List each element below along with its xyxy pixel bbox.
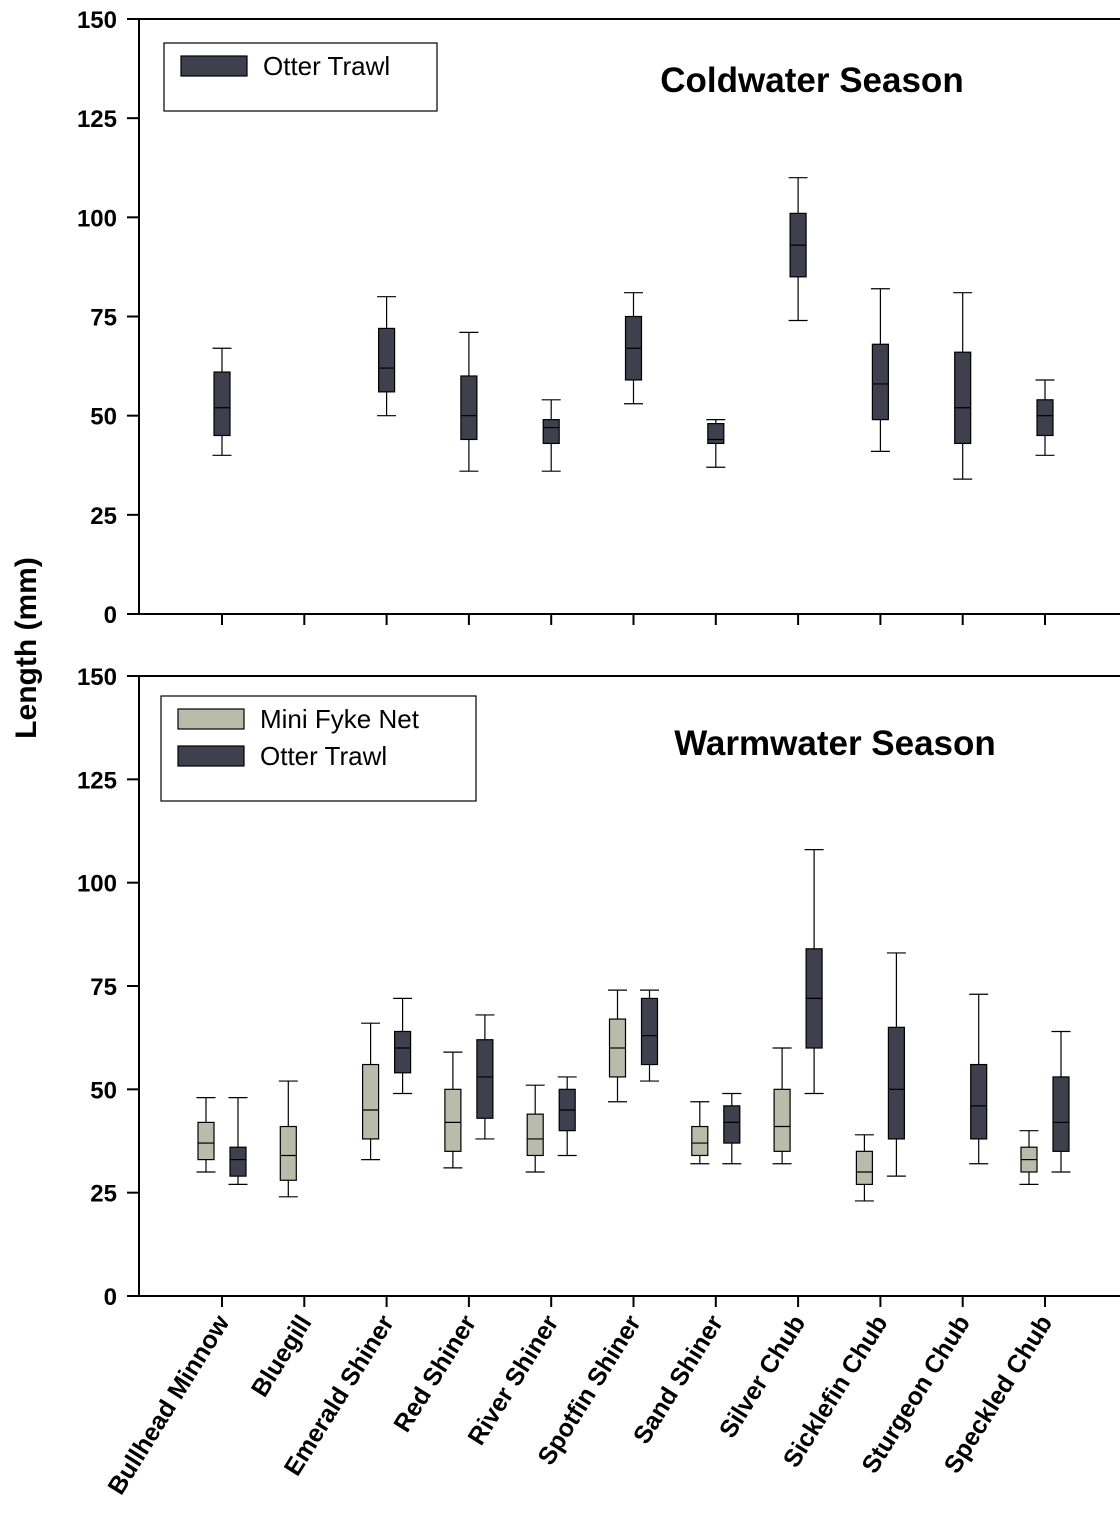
iqr-box	[476, 1039, 494, 1119]
legend-label: Otter Trawl	[260, 741, 387, 771]
iqr-box	[970, 1063, 988, 1140]
iqr-box	[773, 1088, 791, 1152]
box-otter-trawl	[393, 997, 413, 1095]
box-otter-trawl	[459, 331, 479, 472]
iqr-box	[542, 419, 560, 445]
box-otter-trawl	[722, 1092, 742, 1165]
box-mini-fyke-net	[361, 1022, 381, 1161]
iqr-box	[723, 1105, 741, 1144]
box-otter-trawl	[1051, 1030, 1071, 1173]
iqr-box	[362, 1063, 380, 1140]
y-tick-label: 25	[90, 1181, 117, 1208]
y-tick-label: 0	[104, 1284, 117, 1311]
y-tick-label: 150	[77, 664, 117, 691]
iqr-box	[197, 1121, 215, 1161]
iqr-box	[855, 1150, 874, 1186]
box-mini-fyke-net	[690, 1101, 710, 1165]
iqr-box	[954, 351, 972, 445]
y-tick-label: 100	[77, 205, 117, 232]
box-mini-fyke-net	[854, 1134, 874, 1202]
box-mini-fyke-net	[608, 989, 627, 1103]
legend-label: Otter Trawl	[263, 51, 390, 81]
box-otter-trawl	[640, 989, 659, 1082]
box-otter-trawl	[212, 347, 232, 456]
y-axis-label: Length (mm)	[10, 557, 43, 739]
y-tick-label: 125	[77, 767, 117, 794]
legend-label: Mini Fyke Net	[260, 704, 420, 734]
y-tick-label: 100	[77, 871, 117, 898]
y-tick-label: 50	[90, 404, 117, 431]
iqr-box	[1052, 1076, 1070, 1152]
box-mini-fyke-net	[278, 1080, 298, 1198]
y-tick-label: 50	[90, 1077, 117, 1104]
iqr-box	[887, 1026, 906, 1140]
legend: Otter Trawl	[163, 42, 438, 112]
iqr-box	[691, 1125, 709, 1157]
box-otter-trawl	[228, 1096, 248, 1186]
box-otter-trawl	[969, 993, 989, 1165]
legend-frame	[163, 42, 438, 112]
iqr-box	[229, 1146, 247, 1177]
legend-swatch	[180, 55, 248, 77]
iqr-box	[279, 1125, 297, 1181]
box-otter-trawl	[706, 419, 726, 468]
iqr-box	[640, 997, 659, 1066]
iqr-box	[444, 1088, 462, 1152]
box-otter-trawl	[953, 292, 973, 480]
legend: Mini Fyke Net Otter Trawl	[160, 695, 477, 802]
y-tick-label: 75	[90, 974, 117, 1001]
iqr-box	[394, 1030, 412, 1074]
iqr-box	[871, 343, 890, 421]
category-label: Bluegill	[246, 1310, 318, 1401]
box-otter-trawl	[870, 288, 890, 452]
panel-title: Warmwater Season	[674, 724, 996, 763]
box-mini-fyke-net	[196, 1096, 216, 1173]
iqr-box	[1036, 399, 1054, 437]
iqr-box	[213, 371, 231, 437]
box-otter-trawl	[788, 177, 808, 322]
y-tick-label: 75	[90, 305, 117, 332]
box-otter-trawl	[804, 848, 824, 1095]
iqr-box	[707, 423, 725, 445]
panel-2: 0 25 50 75 100 125 150 Warmwater Season Mini Fyk…	[77, 664, 1120, 1311]
legend-swatch	[177, 745, 245, 767]
y-tick-label: 25	[90, 503, 117, 530]
category-label: Red Shiner	[388, 1310, 482, 1437]
panel-title: Coldwater Season	[660, 61, 963, 100]
box-otter-trawl	[1035, 379, 1055, 456]
iqr-box	[526, 1113, 544, 1157]
box-mini-fyke-net	[772, 1047, 792, 1165]
box-mini-fyke-net	[443, 1051, 463, 1169]
y-tick-label: 125	[77, 106, 117, 133]
legend-swatch	[177, 708, 245, 730]
box-otter-trawl	[624, 292, 643, 405]
box-otter-trawl	[541, 399, 561, 472]
iqr-box	[460, 375, 478, 441]
box-mini-fyke-net	[1019, 1130, 1039, 1186]
category-label: Silver Chub	[714, 1310, 811, 1443]
y-tick-label: 150	[77, 7, 117, 34]
box-otter-trawl	[475, 1014, 495, 1140]
iqr-box	[378, 327, 396, 393]
box-otter-trawl	[886, 952, 906, 1177]
box-otter-trawl	[377, 296, 397, 417]
panel-1: 0 25 50 75 100 125 150 Coldwater Season Otter Tr…	[77, 7, 1120, 629]
box-mini-fyke-net	[525, 1084, 545, 1173]
category-label: Bullhead Minnow	[102, 1310, 235, 1500]
y-tick-label: 0	[104, 602, 117, 629]
box-otter-trawl	[557, 1076, 577, 1157]
